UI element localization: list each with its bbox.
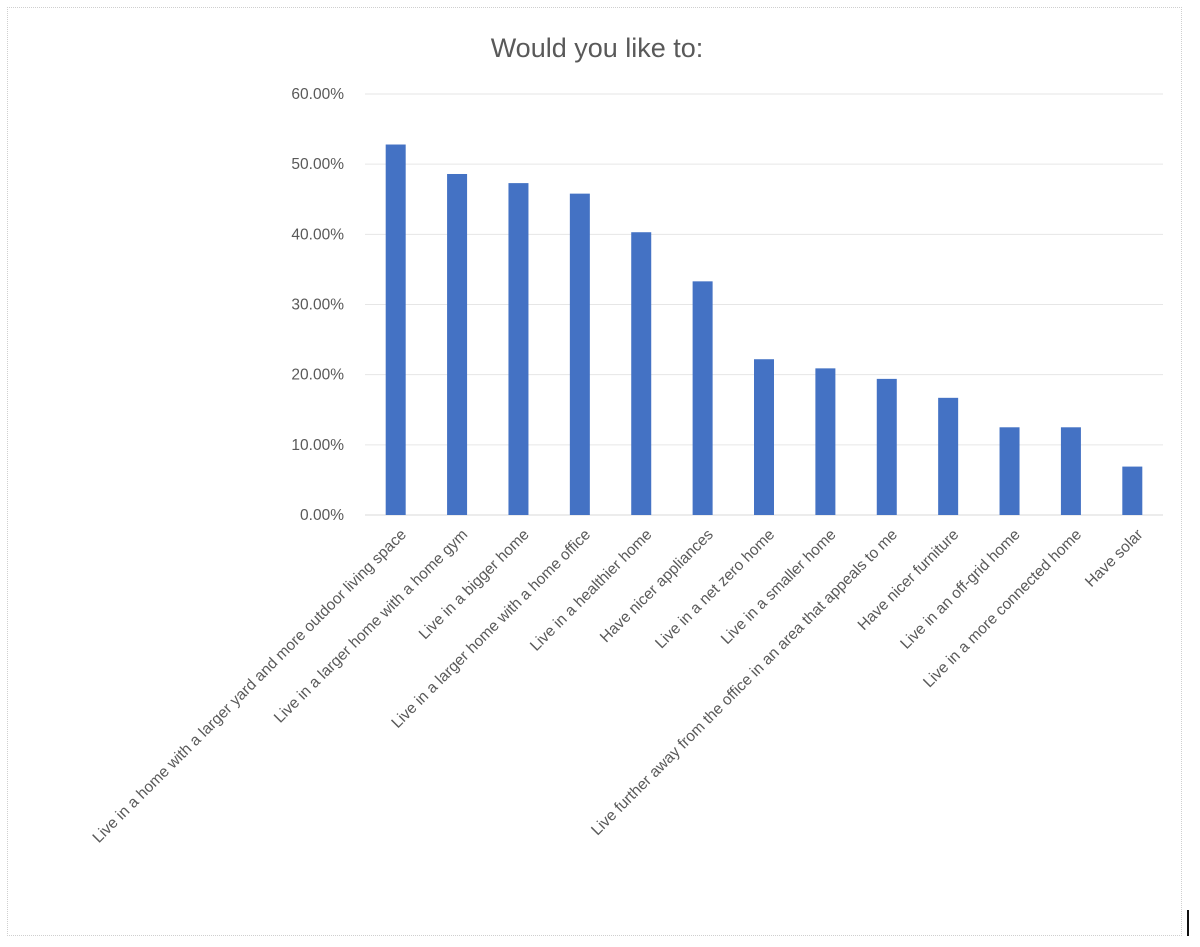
text-cursor (1187, 910, 1189, 936)
x-axis-labels: Live in a home with a larger yard and mo… (90, 526, 1147, 846)
x-category-label: Have nicer furniture (855, 526, 963, 634)
x-category-label: Live in a healthier home (527, 526, 655, 654)
bar (938, 397, 959, 515)
x-category-label: Live further away from the office in an … (588, 526, 901, 839)
y-tick-label: 30.00% (291, 297, 344, 314)
bar (1060, 427, 1081, 515)
bar (508, 183, 529, 515)
y-tick-label: 20.00% (291, 367, 344, 384)
bar (754, 359, 774, 515)
y-tick-label: 40.00% (291, 226, 344, 243)
x-category-label: Live in a bigger home (416, 526, 533, 643)
y-tick-label: 50.00% (291, 156, 344, 173)
bar (385, 144, 406, 515)
bar (447, 173, 468, 516)
bar (692, 281, 713, 515)
y-axis-ticks: 0.00% 10.00% 20.00% 30.00% 40.00% 50.00% 60.00… (291, 86, 344, 524)
x-category-label: Have solar (1082, 526, 1146, 590)
bar (876, 378, 897, 515)
y-tick-label: 60.00% (291, 86, 344, 103)
chart-frame (7, 7, 1182, 936)
x-category-label: Live in a net zero home (652, 526, 778, 652)
y-tick-label: 0.00% (300, 507, 344, 524)
x-category-label: Live in a smaller home (718, 526, 840, 648)
bar (815, 368, 836, 515)
x-category-label: Have nicer appliances (597, 526, 717, 646)
bar (999, 427, 1020, 515)
x-category-label: Live in a home with a larger yard and mo… (90, 526, 410, 846)
bars (385, 144, 1143, 516)
bar (1122, 466, 1143, 515)
bar (631, 232, 652, 515)
x-category-label: Live in an off-grid home (897, 526, 1023, 652)
gridlines (365, 93, 1163, 516)
y-tick-label: 10.00% (291, 437, 344, 454)
chart-title: Would you like to: (491, 33, 704, 63)
bar (569, 193, 590, 516)
